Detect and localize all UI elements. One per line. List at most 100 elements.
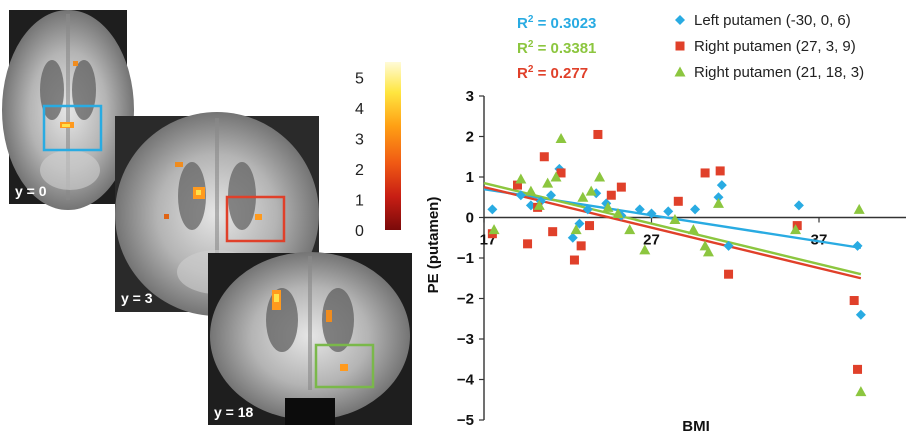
legend: Left putamen (-30, 0, 6) Right putamen (2… [674,12,864,81]
data-point-triangle [713,197,724,208]
r-squared-exponent: 2 [528,64,534,75]
y-axis-label: PE (putamen) [425,197,442,294]
data-point-triangle [853,203,865,214]
data-point-square [513,180,522,190]
y-tick-label: 3 [466,88,474,105]
roi-box-blue [42,104,103,152]
roi-box-green [314,343,375,389]
data-point-diamond [855,309,866,320]
data-point-square [569,255,579,265]
data-point-triangle [639,244,651,255]
legend-marker-triangle [674,66,686,77]
data-point-square [853,364,863,374]
y-tick-label: 0 [466,210,474,227]
slice-label-y0: y = 0 [15,183,47,199]
x-axis-label: BMI [682,418,710,434]
r-squared-exponent: 2 [528,39,534,50]
data-point-diamond [690,204,701,215]
r-squared-2: R2 = 0.277 [517,64,588,82]
data-point-square [700,168,710,178]
data-point-triangle [570,224,582,235]
colorbar-tick-label: 5 [355,70,364,87]
data-point-diamond [723,240,734,251]
data-point-square [849,296,859,306]
data-point-diamond [634,204,645,215]
data-point-triangle [555,133,567,144]
legend-label: Right putamen (27, 3, 9) [694,38,856,55]
data-point-triangle [702,246,714,257]
data-point-triangle [577,191,589,202]
fit-line-triangle [483,181,862,276]
y-tick-label: −4 [457,372,475,389]
data-point-diamond [582,204,593,215]
fit-line-square [483,185,862,280]
data-point-diamond [515,190,526,201]
data-point-diamond [852,240,863,251]
roi-box-red [225,195,286,243]
data-point-triangle [612,207,624,218]
r-squared-symbol: R [517,40,528,57]
data-point-triangle [687,224,699,235]
r-squared-symbol: R [517,65,528,82]
data-point-square [539,152,549,162]
r-squared-symbol: R [517,15,528,32]
data-point-triangle [594,171,606,182]
colorbar: 0 1 2 3 4 5 [355,62,401,240]
data-point-square [724,269,734,279]
data-point-triangle [624,224,636,235]
data-point-diamond [663,206,674,217]
colorbar-tick-label: 2 [355,162,364,179]
y-tick-label: −2 [457,291,474,308]
legend-label: Left putamen (-30, 0, 6) [694,12,851,29]
colorbar-tick-label: 0 [355,223,364,240]
colorbar-tick-label: 4 [355,101,364,118]
data-point-triangle [542,177,554,188]
fit-lines [483,181,862,280]
r-squared-value: = 0.3381 [533,40,596,57]
r-squared-value: = 0.3023 [533,15,596,32]
data-point-diamond [646,208,657,219]
x-tick-label: 37 [811,232,828,249]
data-point-triangle [855,386,867,397]
y-tick-label: 2 [466,129,474,146]
r-squared-1: R2 = 0.3381 [517,39,596,57]
data-point-triangle [669,214,681,225]
data-point-triangle [488,224,500,235]
y-tick-label: −3 [457,331,474,348]
brain-slice-y18: y = 18 [208,252,412,425]
data-point-diamond [716,180,727,191]
data-point-square [576,241,586,251]
x-tick-label: 27 [643,232,660,249]
data-point-triangle [602,201,614,212]
data-point-square [715,166,725,176]
data-point-square [556,168,566,178]
slice-label-y18: y = 18 [214,404,254,420]
brain-slice-y0: y = 0 [2,10,134,210]
y-tick-label: −1 [457,250,474,267]
data-point-square [673,196,683,206]
data-point-square [616,182,626,192]
data-point-square [792,221,802,231]
data-point-square [585,221,595,231]
data-point-square [548,227,558,237]
data-point-square [606,190,616,200]
data-point-diamond [546,190,556,201]
slice-label-y3: y = 3 [121,290,153,306]
data-point-diamond [567,232,578,243]
data-point-diamond [487,204,498,215]
r-squared-0: R2 = 0.3023 [517,14,596,32]
data-point-diamond [793,200,804,211]
colorbar-tick-label: 1 [355,192,364,209]
y-tick-label: 1 [466,169,474,186]
legend-label: Right putamen (21, 18, 3) [694,64,864,81]
legend-marker-diamond [675,15,685,25]
legend-marker-square [675,41,685,51]
r-squared-exponent: 2 [528,14,534,25]
data-point-triangle [525,185,537,196]
y-tick-label: −5 [457,412,474,429]
data-point-triangle [550,171,562,182]
